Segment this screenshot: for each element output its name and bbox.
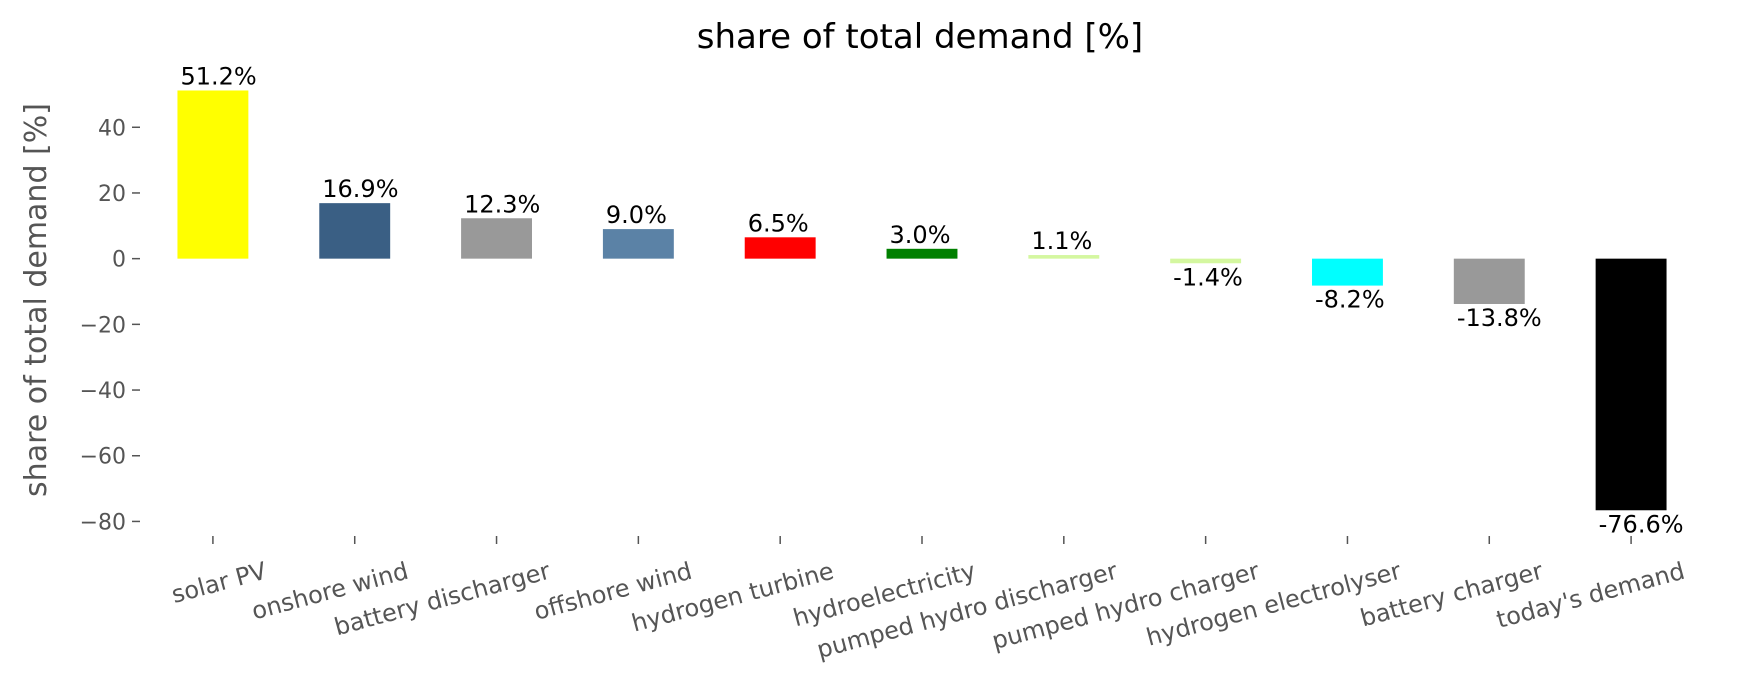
value-label: 9.0% (606, 201, 667, 229)
y-tick-label: −40 (80, 379, 126, 404)
bar (177, 90, 249, 259)
value-label: -1.4% (1173, 263, 1243, 291)
value-label: 51.2% (180, 62, 256, 90)
bar (886, 248, 958, 259)
y-tick-label: 40 (98, 116, 126, 141)
bar (602, 229, 674, 259)
value-label: 1.1% (1031, 227, 1092, 255)
value-label: 3.0% (890, 221, 951, 249)
y-tick-label: 0 (112, 248, 126, 273)
value-label: -76.6% (1599, 510, 1684, 538)
bar (1453, 258, 1525, 304)
y-tick-label: 20 (98, 182, 126, 207)
y-tick-label: −80 (80, 510, 126, 535)
value-label: 6.5% (748, 209, 809, 237)
bar (461, 218, 532, 259)
value-label: -8.2% (1315, 286, 1385, 314)
bar (744, 237, 816, 259)
bar (1028, 255, 1100, 259)
y-tick-label: −60 (80, 445, 126, 470)
y-axis-label: share of total demand [%] (19, 103, 54, 497)
chart-title: share of total demand [%] (697, 17, 1143, 57)
bar (1170, 258, 1242, 264)
bar (1312, 258, 1383, 286)
bar (1595, 258, 1667, 511)
value-label: 16.9% (322, 175, 398, 203)
value-label: -13.8% (1457, 304, 1542, 332)
y-tick-label: −20 (80, 313, 126, 338)
bar (319, 203, 391, 259)
value-label: 12.3% (464, 190, 540, 218)
